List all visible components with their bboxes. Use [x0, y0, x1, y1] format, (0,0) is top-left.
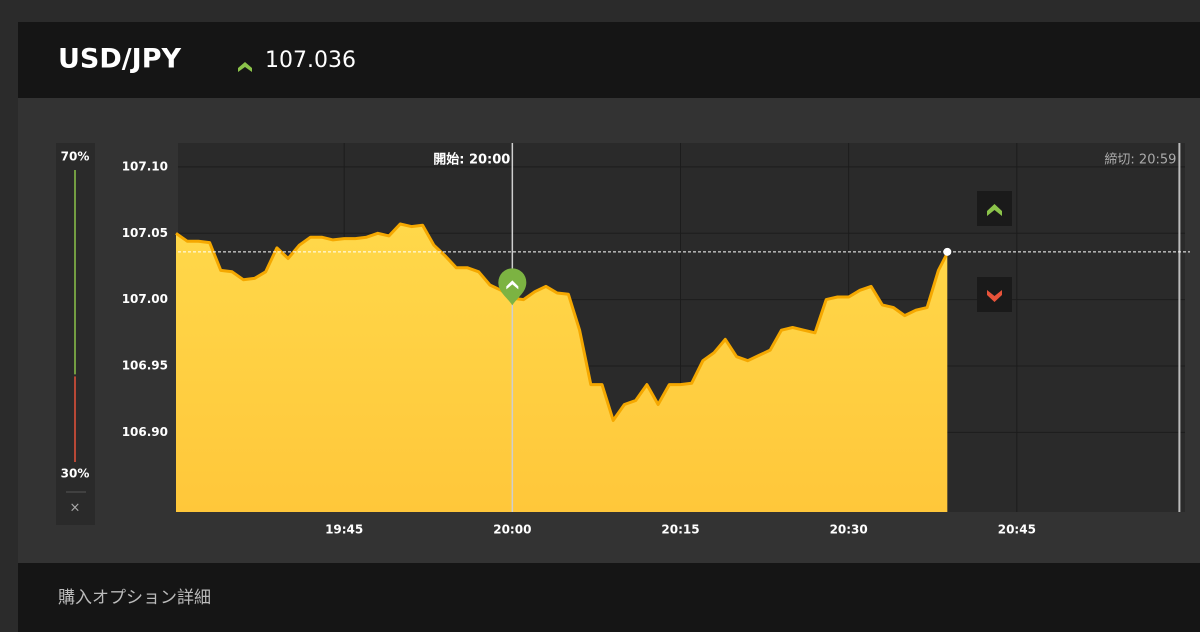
footer-bar — [18, 563, 1200, 632]
put-button[interactable] — [977, 277, 1012, 312]
price: 107.036 — [265, 48, 356, 73]
up-icon — [238, 62, 252, 72]
entry-marker — [498, 268, 527, 306]
call-button[interactable] — [977, 191, 1012, 226]
up-icon — [987, 204, 1002, 216]
y-tick-label: 106.95 — [122, 358, 168, 372]
y-tick-label: 107.00 — [122, 292, 168, 306]
sentiment-label: 70% — [61, 150, 90, 164]
area-fill — [176, 224, 948, 512]
x-tick-label: 20:45 — [998, 523, 1036, 537]
x-tick-label: 20:00 — [493, 523, 531, 537]
y-tick-label: 107.10 — [122, 159, 168, 173]
x-tick-label: 20:15 — [661, 523, 699, 537]
header-bar — [18, 22, 1200, 98]
y-tick-label: 106.90 — [122, 425, 168, 439]
down-icon — [987, 290, 1002, 302]
close-button[interactable]: × — [70, 501, 81, 516]
pair: USD/JPY — [58, 44, 181, 75]
x-tick-label: 19:45 — [325, 523, 363, 537]
price-line — [175, 222, 949, 422]
y-tick-label: 107.05 — [122, 226, 168, 240]
start-label: 開始: 20:00 — [433, 152, 510, 168]
footer-title: 購入オプション詳細 — [58, 588, 211, 608]
button-bg — [977, 277, 1012, 312]
x-tick-label: 20:30 — [830, 523, 868, 537]
entry-icon — [506, 280, 519, 290]
sentiment-label: 30% — [61, 467, 90, 481]
end-label: 締切: 20:59 — [1104, 152, 1176, 168]
current-dot — [943, 247, 952, 256]
